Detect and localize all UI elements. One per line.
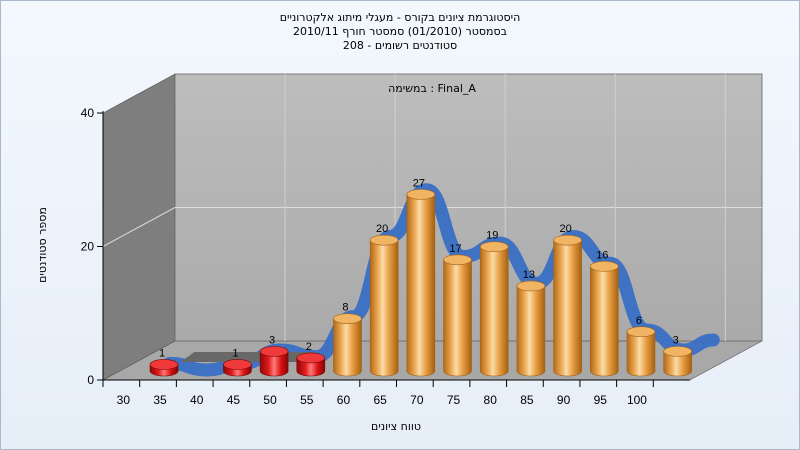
bar-40: 1 xyxy=(223,347,252,377)
bar-cap xyxy=(553,234,582,246)
bar-100: 3 xyxy=(663,334,692,377)
bar-95: 6 xyxy=(626,315,656,377)
bar-cap xyxy=(296,352,326,364)
data-label: 3 xyxy=(269,334,275,346)
bar-body xyxy=(663,351,692,377)
bar-85: 20 xyxy=(553,223,582,377)
bar-75: 19 xyxy=(479,230,509,377)
x-tick-label: 85 xyxy=(520,393,534,407)
bar-65: 27 xyxy=(406,177,436,377)
bar-90: 16 xyxy=(589,249,619,377)
bar-cap xyxy=(259,346,289,357)
data-label: 1 xyxy=(159,347,165,359)
x-tick-label: 80 xyxy=(484,393,498,407)
bar-cap xyxy=(406,189,436,200)
chart-registered-count: סטודנטים רשומים - 208 xyxy=(342,39,458,52)
data-label: 16 xyxy=(596,249,608,261)
data-label: 2 xyxy=(306,341,312,353)
y-axis-title: מספר סטודנטים xyxy=(36,207,49,283)
x-axis-title: טווח ציונים xyxy=(371,420,421,433)
bar-body xyxy=(516,285,546,377)
data-label: 20 xyxy=(559,223,571,235)
bar-body xyxy=(333,318,362,377)
data-label: 27 xyxy=(413,177,425,189)
x-tick-label: 100 xyxy=(627,393,647,407)
x-tick-label: 50 xyxy=(263,393,277,407)
bar-50: 2 xyxy=(296,341,326,377)
floor-shadow xyxy=(180,352,315,362)
x-tick-label: 45 xyxy=(227,393,241,407)
bar-body xyxy=(369,239,399,377)
chart-title: היסטוגרמת ציונים בקורס - מעגלי מיתוג אלק… xyxy=(279,11,521,24)
bar-cap xyxy=(223,359,252,370)
data-label: 13 xyxy=(523,269,535,281)
legend-label: במשימה : Final_A xyxy=(388,82,476,95)
y-tick-label: 40 xyxy=(81,106,95,120)
x-tick-label: 55 xyxy=(300,393,314,407)
bar-body xyxy=(443,259,472,377)
x-tick-label: 60 xyxy=(337,393,351,407)
bar-body xyxy=(589,266,619,377)
bar-body xyxy=(626,331,656,377)
data-label: 6 xyxy=(636,315,642,327)
bar-cap xyxy=(626,326,656,338)
x-tick-label: 90 xyxy=(557,393,571,407)
data-label: 8 xyxy=(342,302,348,314)
x-tick-label: 70 xyxy=(410,393,424,407)
x-tick-label: 35 xyxy=(153,393,167,407)
y-tick-label: 20 xyxy=(81,240,95,254)
bar-body xyxy=(259,351,289,377)
bar-60: 20 xyxy=(369,223,399,377)
data-label: 19 xyxy=(486,230,498,242)
bar-cap xyxy=(516,280,546,292)
bar-cap xyxy=(333,313,362,324)
bar-body xyxy=(406,194,436,377)
x-tick-label: 75 xyxy=(447,393,461,407)
bar-30: 1 xyxy=(149,347,179,377)
chart-subtitle: בסמסטר (01/2010) סמסטר חורף 2010/11 xyxy=(293,25,507,38)
x-tick-label: 40 xyxy=(190,393,204,407)
data-label: 1 xyxy=(232,347,238,359)
bar-80: 13 xyxy=(516,269,546,377)
x-tick-label: 65 xyxy=(373,393,387,407)
bar-cap xyxy=(663,346,692,357)
bar-cap xyxy=(443,254,472,266)
bar-55: 8 xyxy=(333,302,362,377)
bar-cap xyxy=(369,234,399,246)
bar-body xyxy=(479,246,509,377)
bar-45: 3 xyxy=(259,334,289,377)
x-tick-label: 95 xyxy=(594,393,608,407)
bar-cap xyxy=(479,241,509,253)
bar-70: 17 xyxy=(443,243,472,377)
bar-cap xyxy=(149,359,179,370)
data-label: 20 xyxy=(376,223,388,235)
data-label: 3 xyxy=(673,334,679,346)
x-tick-label: 30 xyxy=(117,393,131,407)
axes: 0 20 40 30 35 40 45 50 55 60 65 70 75 80 85 90 95 100 xyxy=(81,106,690,407)
bar-body xyxy=(553,239,582,377)
bar-cap xyxy=(589,261,619,272)
data-label: 17 xyxy=(449,243,461,255)
y-tick-label: 0 xyxy=(87,373,94,387)
